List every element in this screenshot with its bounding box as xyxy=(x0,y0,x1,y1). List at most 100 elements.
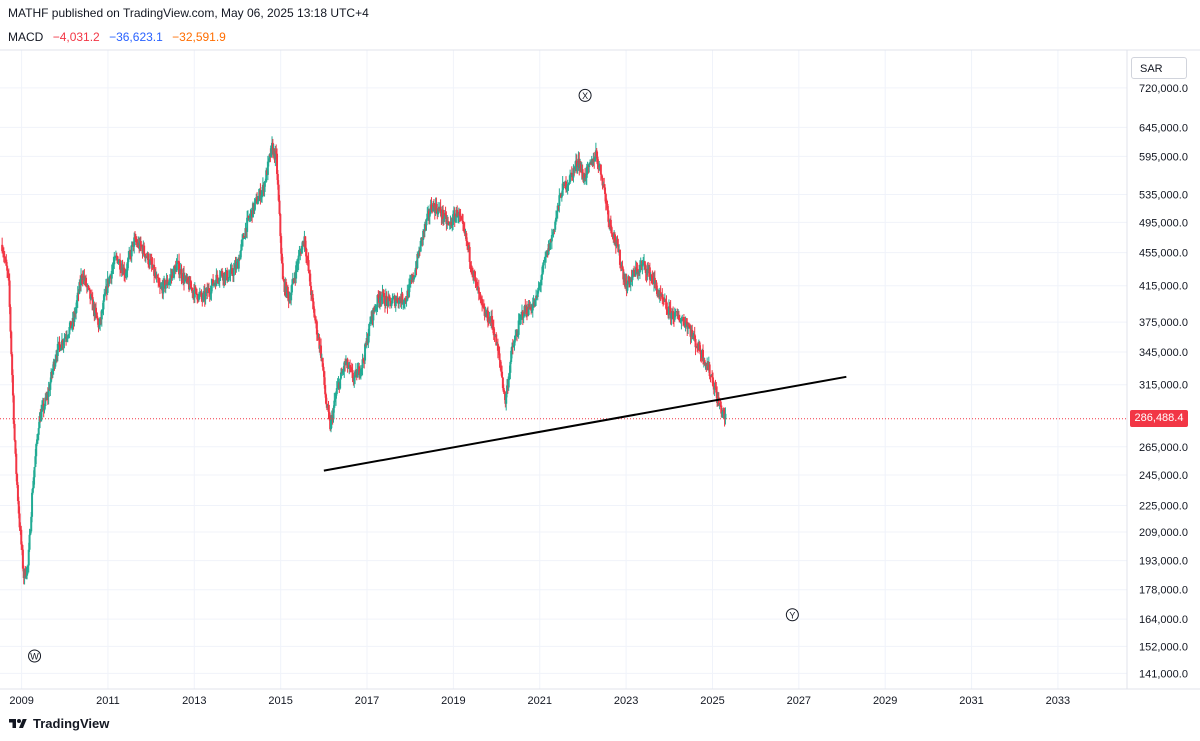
candle-body xyxy=(98,325,101,328)
candle-body xyxy=(127,257,130,263)
candle-body xyxy=(148,259,151,265)
wave-label-w: W xyxy=(30,651,39,661)
candle-body xyxy=(558,195,561,206)
candle-body xyxy=(425,218,428,226)
y-tick-label: 178,000.0 xyxy=(1139,585,1188,597)
candle-body xyxy=(94,307,97,313)
wave-label-circle xyxy=(28,649,42,663)
candle-body xyxy=(603,183,606,188)
candle-body xyxy=(191,287,194,294)
candle-body xyxy=(358,366,361,376)
wave-annotations: W X Y xyxy=(28,88,799,663)
candle-body xyxy=(207,288,210,293)
candle-body xyxy=(579,164,582,173)
candle-body xyxy=(588,163,591,168)
macd-label[interactable]: MACD xyxy=(8,30,44,44)
candle-body xyxy=(544,256,547,261)
candle-body xyxy=(474,277,477,281)
candle-body xyxy=(457,216,460,218)
candle-body xyxy=(621,265,624,270)
x-tick-label: 2031 xyxy=(959,695,983,707)
candle-body xyxy=(320,345,323,358)
y-tick-label: 141,000.0 xyxy=(1139,668,1188,680)
candle-body xyxy=(89,289,92,299)
candle-body xyxy=(655,282,658,289)
candle-body xyxy=(673,312,676,320)
candle-body xyxy=(334,398,337,401)
candle-body xyxy=(398,297,401,304)
candle-body xyxy=(686,321,689,329)
candle-body xyxy=(349,367,352,369)
candle-body xyxy=(44,397,47,407)
candle-body xyxy=(394,301,397,307)
candle-body xyxy=(628,276,631,282)
candle-body xyxy=(147,253,150,265)
candle-body xyxy=(604,187,607,195)
candle-body xyxy=(711,377,714,386)
time-axis[interactable]: 2009 2011 2013 2015 2017 2019 2021 2023 2025 2027… xyxy=(9,695,1070,707)
candle-body xyxy=(641,263,644,267)
price-axis[interactable]: 720,000.0 645,000.0 595,000.0 535,000.0 495,… xyxy=(1139,83,1188,681)
candle-body xyxy=(392,297,395,299)
candle-body xyxy=(539,284,542,286)
candle-body xyxy=(486,310,489,323)
candle-body xyxy=(522,316,525,318)
candle-body xyxy=(373,308,376,311)
y-tick-label: 209,000.0 xyxy=(1139,527,1188,539)
candle-body xyxy=(506,385,509,394)
candle-body xyxy=(36,434,39,440)
candle-body xyxy=(463,228,466,234)
candle-body xyxy=(678,319,681,323)
candle-body xyxy=(321,357,324,367)
candle-body xyxy=(561,183,564,196)
candle-body xyxy=(37,428,40,435)
candle-body xyxy=(403,302,406,304)
candle-body xyxy=(713,387,716,390)
candle-body xyxy=(227,277,230,281)
currency-selector[interactable]: SAR xyxy=(1131,57,1187,79)
candle-body xyxy=(611,233,614,237)
candle-body xyxy=(482,306,485,309)
candle-body xyxy=(307,260,310,272)
y-tick-label: 455,000.0 xyxy=(1139,248,1188,260)
candle-body xyxy=(607,210,610,222)
candle-body xyxy=(195,288,198,295)
candle-body xyxy=(226,270,229,281)
candle-body xyxy=(600,174,603,178)
candle-body xyxy=(535,295,538,301)
candle-body xyxy=(684,321,687,327)
candle-body xyxy=(6,265,9,271)
trendline[interactable] xyxy=(323,375,847,472)
candle-body xyxy=(722,409,725,411)
candle-body xyxy=(679,321,682,323)
candle-body xyxy=(143,245,146,254)
candle-body xyxy=(466,240,469,243)
y-tick-label: 265,000.0 xyxy=(1139,442,1188,454)
candle-body xyxy=(164,284,167,289)
candle-body xyxy=(11,354,14,376)
candle-body xyxy=(67,334,70,337)
candle-body xyxy=(150,259,153,265)
candle-body xyxy=(102,300,105,310)
candle-body xyxy=(8,280,11,307)
candle-body xyxy=(216,274,219,279)
candle-body xyxy=(382,291,385,294)
candle-body xyxy=(555,211,558,218)
candle-body xyxy=(387,297,390,306)
candle-body xyxy=(549,239,552,250)
candle-body xyxy=(534,300,537,306)
candle-body xyxy=(227,280,230,282)
candle-body xyxy=(108,276,111,284)
y-tick-label: 164,000.0 xyxy=(1139,614,1188,626)
candle-body xyxy=(54,360,57,367)
footer-brand[interactable]: TradingView xyxy=(8,716,109,731)
candle-body xyxy=(2,253,5,257)
candle-body xyxy=(335,388,338,395)
wave-label-y: Y xyxy=(789,610,795,620)
candle-body xyxy=(154,273,157,278)
candle-body xyxy=(601,177,604,186)
candle-body xyxy=(525,306,528,314)
x-tick-label: 2021 xyxy=(528,695,552,707)
candle-body xyxy=(280,253,283,264)
